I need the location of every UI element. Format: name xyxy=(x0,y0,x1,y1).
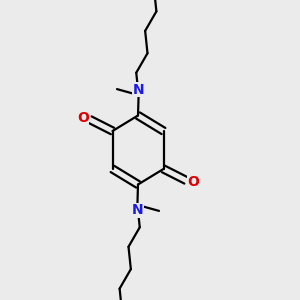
Text: O: O xyxy=(187,175,199,189)
Text: N: N xyxy=(133,83,144,97)
Text: N: N xyxy=(132,203,143,217)
Text: O: O xyxy=(77,111,89,125)
